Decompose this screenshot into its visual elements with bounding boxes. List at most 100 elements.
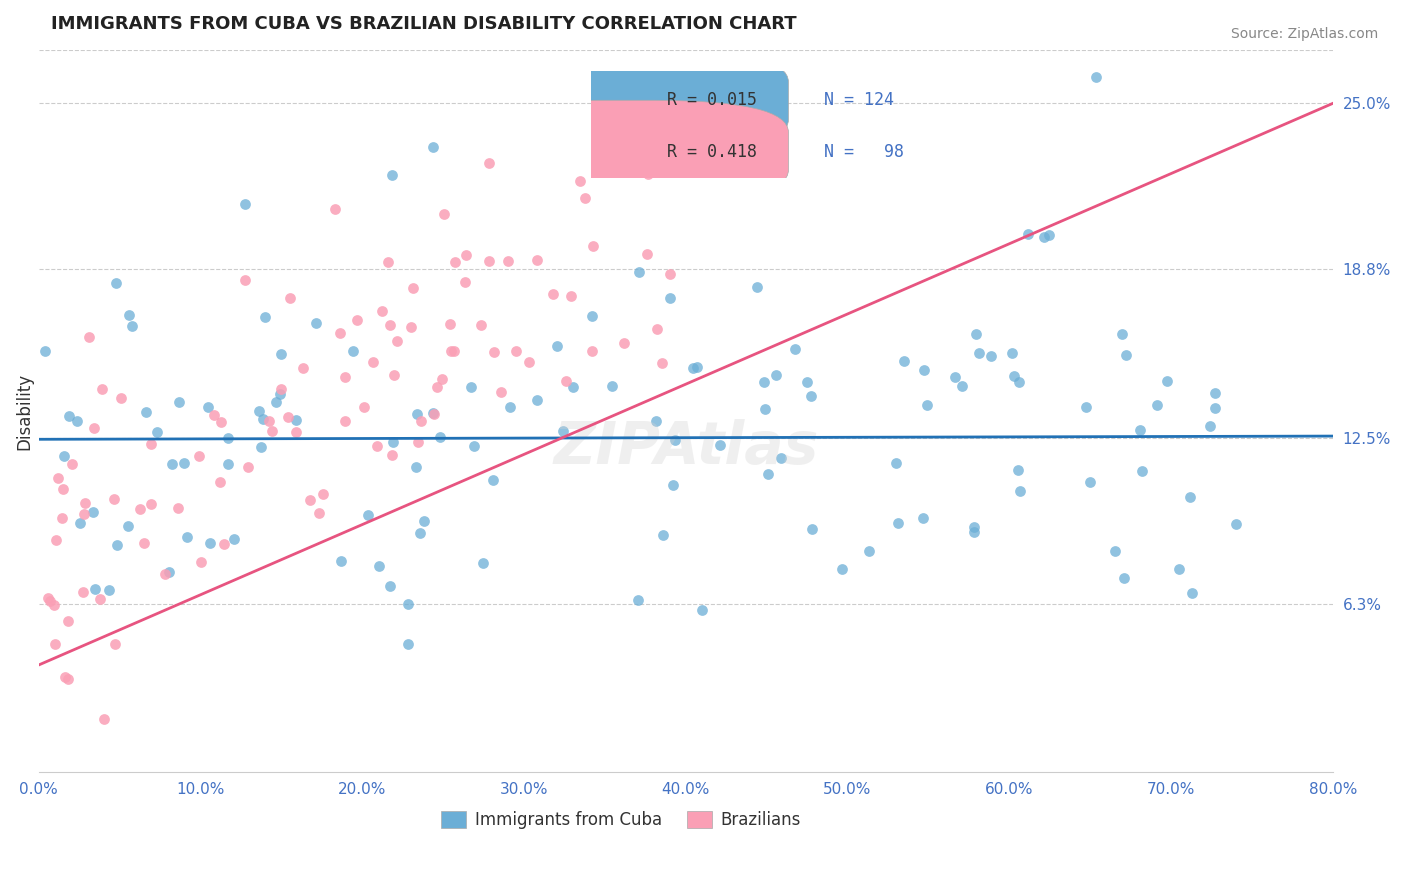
Point (651, 528, 673, 542)
Point (422, 406, 444, 420)
Point (311, 487, 333, 501)
Point (574, 191, 596, 205)
Point (1001, 345, 1024, 359)
Point (330, 554, 353, 568)
Point (212, 537, 235, 551)
Point (121, 319, 143, 334)
Point (1017, 227, 1039, 241)
Point (82, 505, 104, 519)
Point (224, 532, 246, 546)
Point (176, 530, 198, 544)
Point (235, 197, 257, 211)
Point (236, 459, 259, 474)
Point (233, 273, 256, 287)
Y-axis label: Disability: Disability (15, 372, 32, 450)
Point (517, 355, 540, 369)
Point (546, 339, 568, 353)
Point (1115, 348, 1137, 362)
Point (950, 379, 973, 393)
Point (912, 510, 935, 524)
Point (429, 430, 451, 444)
Point (52, 450, 75, 464)
Point (53, 670, 76, 684)
Point (460, 380, 482, 394)
Point (478, 156, 501, 170)
Point (1008, 375, 1031, 389)
Point (260, 425, 283, 439)
FancyBboxPatch shape (464, 50, 789, 152)
Point (752, 375, 775, 389)
Point (139, 497, 162, 511)
Point (560, 289, 582, 303)
Point (783, 342, 806, 356)
Point (581, 343, 603, 358)
Point (58, 672, 80, 686)
Text: Source: ZipAtlas.com: Source: ZipAtlas.com (1230, 27, 1378, 41)
Point (155, 566, 177, 581)
Point (1104, 544, 1126, 558)
Point (893, 353, 915, 368)
Point (413, 514, 436, 528)
Point (423, 408, 446, 422)
Point (554, 374, 576, 388)
Point (139, 436, 162, 450)
Point (1204, 401, 1226, 416)
Point (39, 594, 62, 608)
Point (396, 637, 419, 651)
Point (769, 450, 792, 465)
Point (600, 379, 623, 393)
Point (83, 421, 105, 435)
Point (79, 330, 101, 344)
Point (146, 425, 169, 439)
Point (1002, 368, 1025, 383)
Point (651, 356, 673, 370)
Text: R = 0.015: R = 0.015 (666, 91, 756, 109)
Point (257, 414, 280, 428)
Point (1114, 571, 1136, 585)
Point (159, 565, 181, 579)
Point (202, 409, 225, 423)
Point (965, 326, 987, 341)
Point (463, 439, 485, 453)
Point (84, 582, 107, 596)
Point (858, 543, 880, 558)
Point (247, 404, 270, 418)
Point (378, 579, 401, 593)
Point (190, 555, 212, 569)
Point (659, 267, 682, 281)
Point (884, 456, 907, 470)
Point (45, 533, 67, 548)
Point (1156, 374, 1178, 388)
Point (90, 382, 112, 396)
Point (765, 368, 787, 382)
Point (217, 457, 239, 471)
Point (747, 280, 769, 294)
Point (167, 500, 190, 515)
Point (1078, 475, 1101, 489)
Point (912, 363, 935, 377)
Point (967, 346, 990, 360)
Point (662, 478, 685, 492)
Point (637, 167, 659, 181)
Point (801, 522, 824, 536)
Point (209, 415, 232, 429)
Point (627, 592, 650, 607)
Point (1225, 516, 1247, 531)
Point (277, 409, 299, 424)
Point (353, 400, 375, 414)
Point (1146, 398, 1168, 412)
Point (636, 247, 658, 261)
Point (308, 506, 330, 520)
Point (60, 457, 83, 471)
Point (89, 591, 111, 606)
Point (346, 313, 368, 327)
Point (1033, 230, 1056, 244)
Point (1085, 70, 1108, 84)
Legend: Immigrants from Cuba, Brazilians: Immigrants from Cuba, Brazilians (434, 805, 807, 836)
Point (1178, 490, 1201, 504)
Point (409, 525, 432, 540)
Point (173, 456, 195, 470)
Point (72, 585, 94, 599)
Point (440, 344, 463, 359)
FancyBboxPatch shape (464, 100, 789, 202)
